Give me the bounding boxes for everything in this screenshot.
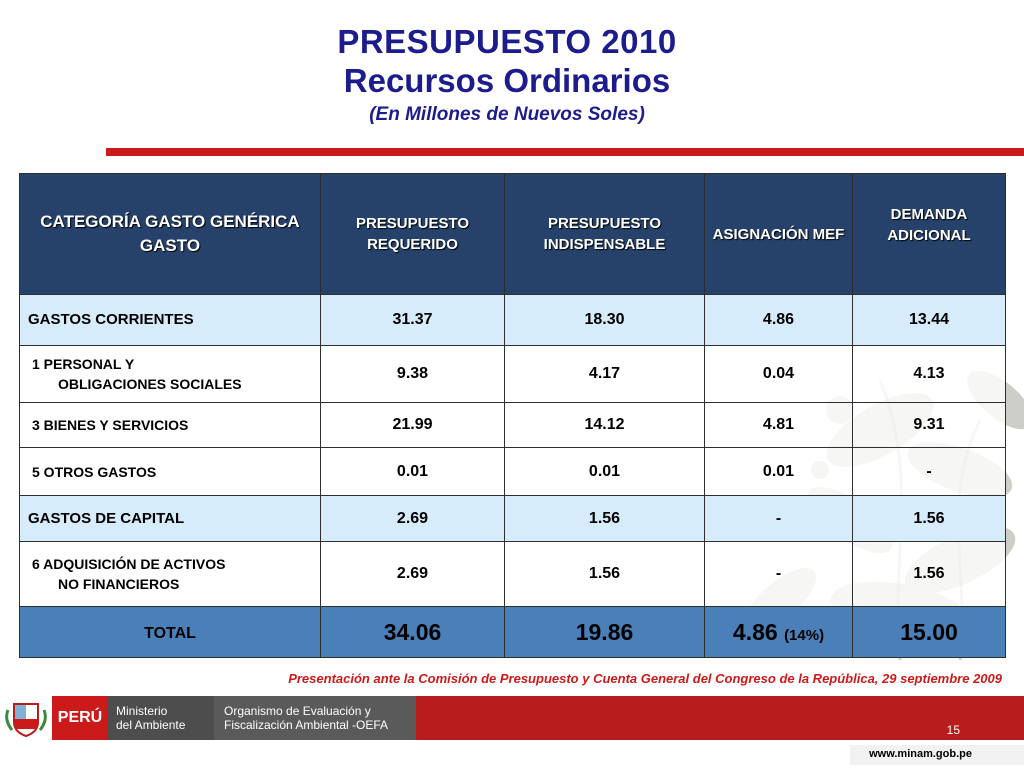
table-row: 3 BIENES Y SERVICIOS 21.99 14.12 4.81 9.…: [19, 402, 1006, 448]
row-label: 3 BIENES Y SERVICIOS: [19, 402, 321, 448]
cell-value: 18.30: [504, 294, 705, 346]
page-number: 15: [946, 723, 960, 737]
column-header-demanda-adicional: DEMANDA ADICIONAL: [852, 173, 1006, 295]
cell-value: 4.13: [852, 345, 1006, 403]
cell-value: 1.56: [852, 495, 1006, 542]
peru-coat-of-arms-icon: [0, 696, 52, 740]
cell-value: 1.56: [852, 541, 1006, 607]
cell-value: 2.69: [320, 495, 505, 542]
cell-value: 2.69: [320, 541, 505, 607]
total-value: 15.00: [852, 606, 1006, 658]
cell-value: 1.56: [504, 541, 705, 607]
footer-org-line1: Organismo de Evaluación y: [224, 704, 371, 718]
footer-red-band: [416, 696, 1024, 740]
table-row: 5 OTROS GASTOS 0.01 0.01 0.01 -: [19, 447, 1006, 496]
row-label-line1: 6 ADQUISICIÓN DE ACTIVOS: [32, 556, 226, 572]
total-mef-cell: 4.86 (14%): [704, 606, 853, 658]
cell-value: 0.01: [504, 447, 705, 496]
cell-value: 4.17: [504, 345, 705, 403]
total-row: TOTAL 34.06 19.86 4.86 (14%) 15.00: [19, 606, 1006, 658]
title-divider: [106, 148, 1024, 156]
slide-title: PRESUPUESTO 2010: [337, 23, 677, 60]
website-url: www.minam.gob.pe: [869, 748, 972, 760]
title-block: PRESUPUESTO 2010 Recursos Ordinarios (En…: [0, 22, 1024, 130]
row-label: 1 PERSONAL Y OBLIGACIONES SOCIALES: [19, 345, 321, 403]
table-row: 1 PERSONAL Y OBLIGACIONES SOCIALES 9.38 …: [19, 345, 1006, 403]
table-row: GASTOS DE CAPITAL 2.69 1.56 - 1.56: [19, 495, 1006, 542]
presentation-caption: Presentación ante la Comisión de Presupu…: [288, 671, 1002, 686]
units-note: (En Millones de Nuevos Soles): [369, 104, 645, 125]
column-header-category: CATEGORÍA GASTO GENÉRICA GASTO: [19, 173, 321, 295]
row-label-line2: NO FINANCIEROS: [58, 576, 180, 592]
table-row: GASTOS CORRIENTES 31.37 18.30 4.86 13.44: [19, 294, 1006, 346]
row-label: GASTOS DE CAPITAL: [19, 495, 321, 542]
cell-value: 9.31: [852, 402, 1006, 448]
total-label: TOTAL: [19, 606, 321, 658]
footer-country: PERÚ: [52, 696, 108, 740]
footer-bar: PERÚ Ministerio del Ambiente Organismo d…: [0, 693, 1024, 768]
total-value: 4.86: [732, 618, 778, 645]
table-header-row: CATEGORÍA GASTO GENÉRICA GASTO PRESUPUES…: [19, 173, 1006, 295]
cell-value: 1.56: [504, 495, 705, 542]
cell-value: 0.01: [704, 447, 853, 496]
mef-percentage: (14%): [784, 626, 825, 644]
column-header-asignacion-mef: ASIGNACIÓN MEF: [704, 173, 853, 295]
column-header-requerido: PRESUPUESTO REQUERIDO: [320, 173, 505, 295]
row-label: 6 ADQUISICIÓN DE ACTIVOS NO FINANCIEROS: [19, 541, 321, 607]
row-label-line1: 1 PERSONAL Y: [32, 356, 135, 372]
column-header-indispensable: PRESUPUESTO INDISPENSABLE: [504, 173, 705, 295]
cell-value: 4.81: [704, 402, 853, 448]
budget-table: CATEGORÍA GASTO GENÉRICA GASTO PRESUPUES…: [19, 173, 1006, 658]
row-label: GASTOS CORRIENTES: [19, 294, 321, 346]
url-strip: [850, 745, 1024, 765]
cell-value: 9.38: [320, 345, 505, 403]
cell-value: 0.01: [320, 447, 505, 496]
slide-subtitle: Recursos Ordinarios: [343, 62, 671, 99]
footer-org-line2: Fiscalización Ambiental -OEFA: [224, 718, 389, 732]
footer-organization: Organismo de Evaluación y Fiscalización …: [214, 696, 416, 740]
cell-value: 13.44: [852, 294, 1006, 346]
footer-ministry-line2: del Ambiente: [116, 718, 186, 732]
row-label-line2: OBLIGACIONES SOCIALES: [58, 376, 242, 392]
row-label: 5 OTROS GASTOS: [19, 447, 321, 496]
cell-value: 4.86: [704, 294, 853, 346]
cell-value: -: [704, 495, 853, 542]
cell-value: 0.04: [704, 345, 853, 403]
cell-value: -: [704, 541, 853, 607]
footer-ministry-line1: Ministerio: [116, 704, 168, 718]
footer-ministry: Ministerio del Ambiente: [108, 696, 214, 740]
total-value: 19.86: [504, 606, 705, 658]
total-value: 34.06: [320, 606, 505, 658]
cell-value: -: [852, 447, 1006, 496]
cell-value: 31.37: [320, 294, 505, 346]
cell-value: 14.12: [504, 402, 705, 448]
cell-value: 21.99: [320, 402, 505, 448]
table-row: 6 ADQUISICIÓN DE ACTIVOS NO FINANCIEROS …: [19, 541, 1006, 607]
